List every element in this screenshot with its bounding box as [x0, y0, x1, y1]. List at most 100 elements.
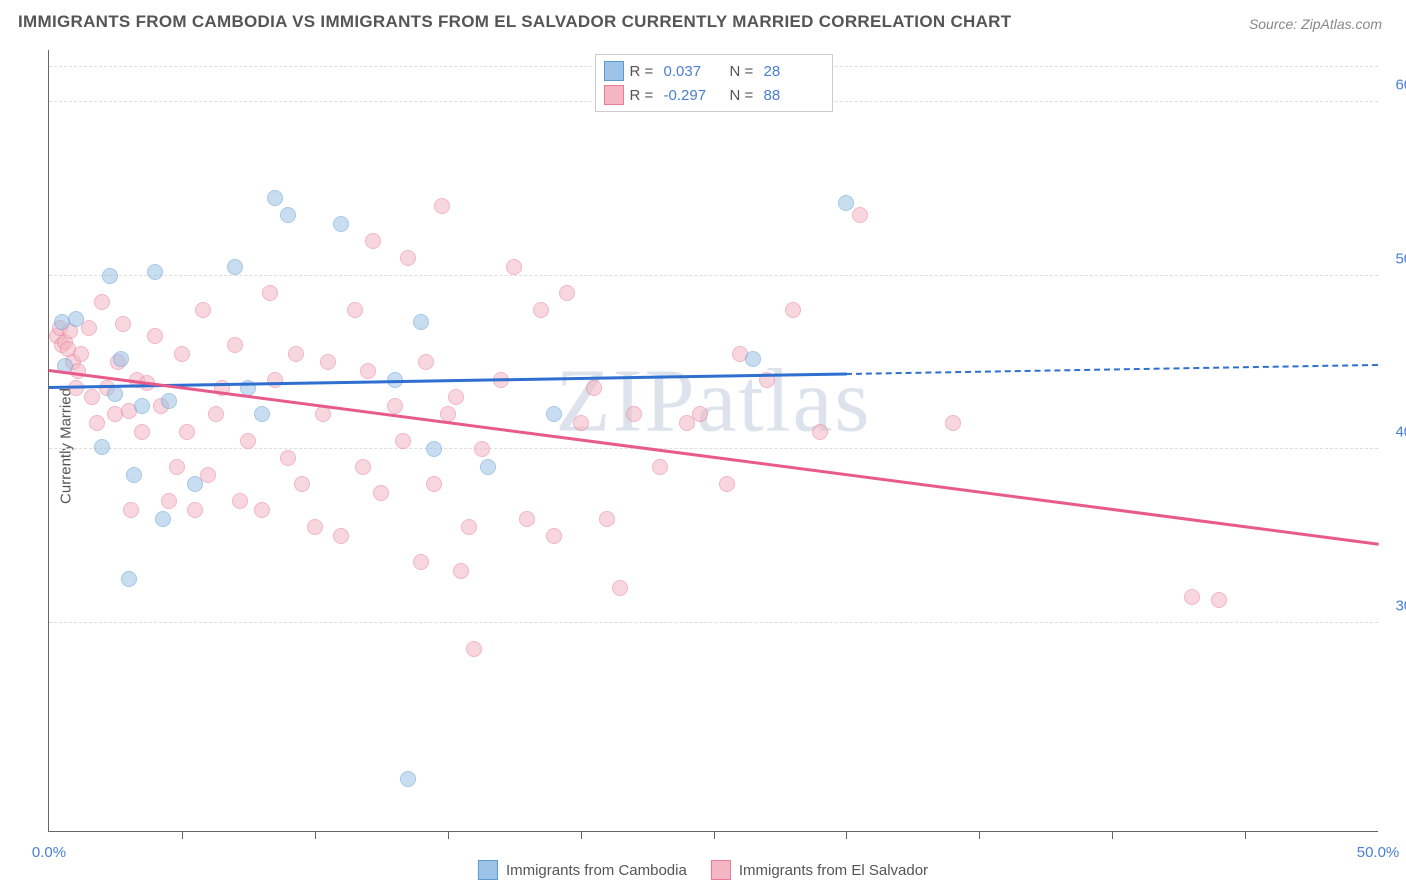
scatter-point — [174, 346, 190, 362]
legend-swatch — [478, 860, 498, 880]
n-value: 88 — [764, 87, 824, 104]
scatter-point — [852, 207, 868, 223]
scatter-point — [573, 415, 589, 431]
scatter-point — [838, 195, 854, 211]
scatter-point — [474, 441, 490, 457]
scatter-point — [785, 302, 801, 318]
scatter-point — [94, 439, 110, 455]
legend-series-name: Immigrants from El Salvador — [739, 862, 928, 879]
y-tick-label: 40.0% — [1382, 424, 1406, 441]
scatter-point — [652, 459, 668, 475]
series-legend: Immigrants from Cambodia Immigrants from … — [478, 860, 928, 880]
x-tick — [315, 831, 316, 839]
scatter-point — [1184, 589, 1200, 605]
scatter-point — [373, 485, 389, 501]
x-tick — [846, 831, 847, 839]
scatter-point — [161, 493, 177, 509]
scatter-point — [506, 259, 522, 275]
scatter-point — [426, 441, 442, 457]
scatter-point — [102, 268, 118, 284]
scatter-point — [320, 354, 336, 370]
scatter-point — [333, 528, 349, 544]
source-attribution: Source: ZipAtlas.com — [1249, 16, 1382, 32]
scatter-point — [466, 641, 482, 657]
scatter-point — [418, 354, 434, 370]
scatter-point — [400, 250, 416, 266]
scatter-point — [94, 294, 110, 310]
scatter-point — [360, 363, 376, 379]
scatter-plot-area: ZIPatlas R =0.037N =28R =-0.297N =88 30.… — [48, 50, 1378, 832]
scatter-point — [254, 502, 270, 518]
chart-title: IMMIGRANTS FROM CAMBODIA VS IMMIGRANTS F… — [18, 12, 1011, 32]
scatter-point — [400, 771, 416, 787]
scatter-point — [626, 406, 642, 422]
scatter-point — [719, 476, 735, 492]
scatter-point — [280, 450, 296, 466]
scatter-point — [81, 320, 97, 336]
scatter-point — [461, 519, 477, 535]
scatter-point — [161, 393, 177, 409]
scatter-point — [448, 389, 464, 405]
scatter-point — [533, 302, 549, 318]
x-tick — [448, 831, 449, 839]
scatter-point — [195, 302, 211, 318]
scatter-point — [1211, 592, 1227, 608]
r-value: -0.297 — [664, 87, 724, 104]
n-label: N = — [730, 63, 758, 80]
n-value: 28 — [764, 63, 824, 80]
scatter-point — [333, 216, 349, 232]
scatter-point — [134, 424, 150, 440]
legend-swatch — [604, 85, 624, 105]
x-tick — [581, 831, 582, 839]
scatter-point — [147, 264, 163, 280]
scatter-point — [945, 415, 961, 431]
scatter-point — [68, 311, 84, 327]
scatter-point — [612, 580, 628, 596]
scatter-point — [395, 433, 411, 449]
scatter-point — [434, 198, 450, 214]
r-value: 0.037 — [664, 63, 724, 80]
scatter-point — [426, 476, 442, 492]
scatter-point — [413, 314, 429, 330]
r-label: R = — [630, 87, 658, 104]
scatter-point — [519, 511, 535, 527]
r-label: R = — [630, 63, 658, 80]
scatter-point — [288, 346, 304, 362]
scatter-point — [280, 207, 296, 223]
y-tick-label: 30.0% — [1382, 597, 1406, 614]
legend-series-name: Immigrants from Cambodia — [506, 862, 687, 879]
legend-stat-row: R = -0.297 N = 88 — [604, 83, 824, 107]
scatter-point — [294, 476, 310, 492]
scatter-point — [84, 389, 100, 405]
x-tick-label: 50.0% — [1357, 844, 1400, 861]
scatter-point — [745, 351, 761, 367]
x-tick — [1112, 831, 1113, 839]
scatter-point — [123, 502, 139, 518]
legend-item: Immigrants from Cambodia — [478, 860, 687, 880]
x-tick — [714, 831, 715, 839]
scatter-point — [240, 433, 256, 449]
x-tick — [1245, 831, 1246, 839]
scatter-point — [315, 406, 331, 422]
legend-swatch — [711, 860, 731, 880]
legend-swatch — [604, 61, 624, 81]
trend-line — [49, 369, 1379, 545]
scatter-point — [73, 346, 89, 362]
n-label: N = — [730, 87, 758, 104]
scatter-point — [599, 511, 615, 527]
scatter-point — [307, 519, 323, 535]
scatter-point — [107, 386, 123, 402]
y-tick-label: 50.0% — [1382, 250, 1406, 267]
correlation-legend: R = 0.037 N = 28 R = -0.297 N = 88 — [595, 54, 833, 112]
scatter-point — [413, 554, 429, 570]
trend-line — [846, 364, 1378, 375]
scatter-point — [355, 459, 371, 475]
scatter-point — [254, 406, 270, 422]
scatter-point — [453, 563, 469, 579]
scatter-point — [267, 190, 283, 206]
x-tick — [979, 831, 980, 839]
scatter-point — [812, 424, 828, 440]
scatter-point — [586, 380, 602, 396]
scatter-point — [227, 337, 243, 353]
x-tick-label: 0.0% — [32, 844, 66, 861]
